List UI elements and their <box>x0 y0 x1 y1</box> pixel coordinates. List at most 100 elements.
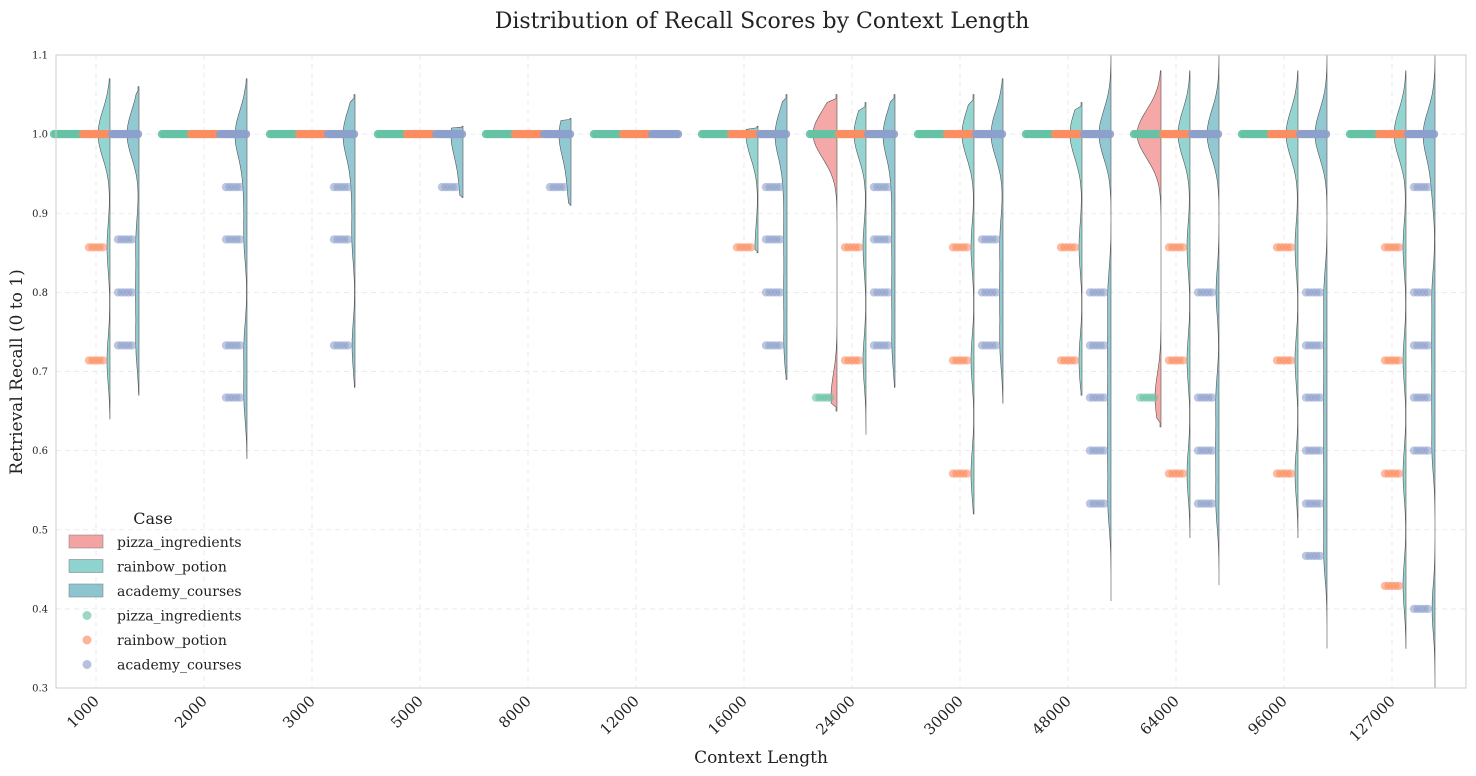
point-academy_courses <box>241 129 251 139</box>
legend-swatch-violin <box>68 583 104 598</box>
y-tick-label: 1.0 <box>32 130 48 141</box>
point-rainbow_potion <box>1070 243 1080 252</box>
point-academy_courses <box>775 341 785 350</box>
point-academy_courses <box>235 341 245 350</box>
y-tick-label: 0.3 <box>32 684 48 695</box>
legend: Case pizza_ingredientsrainbow_potionacad… <box>68 509 242 674</box>
point-academy_courses <box>235 235 245 244</box>
legend-swatch-violin <box>68 534 104 549</box>
chart-title: Distribution of Recall Scores by Context… <box>495 9 1030 34</box>
y-axis-label: Retrieval Recall (0 to 1) <box>7 269 27 474</box>
point-academy_courses <box>1207 288 1217 297</box>
point-rainbow_potion <box>962 469 972 478</box>
point-layer <box>49 129 1439 614</box>
point-academy_courses <box>673 129 683 139</box>
y-tick-label: 0.9 <box>32 209 48 220</box>
point-academy_courses <box>1315 341 1325 350</box>
point-academy_courses <box>1099 393 1109 402</box>
y-tick-label: 1.1 <box>32 51 48 62</box>
point-academy_courses <box>1315 499 1325 508</box>
point-rainbow_potion <box>1394 581 1404 591</box>
point-rainbow_potion <box>1178 356 1188 365</box>
point-academy_courses <box>997 129 1007 139</box>
point-academy_courses <box>1315 393 1325 402</box>
violin-academy_courses <box>1098 54 1112 601</box>
point-rainbow_potion <box>98 356 108 365</box>
point-rainbow_potion <box>1286 356 1296 365</box>
point-academy_courses <box>889 129 899 139</box>
point-academy_courses <box>991 341 1001 350</box>
legend-swatch-violin <box>68 559 104 573</box>
y-tick-label: 0.5 <box>32 525 48 536</box>
legend-marker-point <box>82 635 92 645</box>
point-academy_courses <box>127 341 137 350</box>
point-academy_courses <box>235 393 245 402</box>
point-academy_courses <box>883 182 893 192</box>
point-academy_courses <box>127 235 137 244</box>
point-academy_courses <box>1423 604 1433 614</box>
point-academy_courses <box>1099 446 1109 455</box>
point-academy_courses <box>1423 393 1433 402</box>
point-rainbow_potion <box>1178 243 1188 252</box>
point-rainbow_potion <box>1394 243 1404 252</box>
point-academy_courses <box>565 129 575 139</box>
legend-marker-point <box>82 660 92 669</box>
point-rainbow_potion <box>854 356 864 365</box>
violin-rainbow_potion <box>1285 70 1299 539</box>
violin-pizza_ingredients <box>1136 70 1162 428</box>
point-academy_courses <box>1315 446 1325 455</box>
point-academy_courses <box>883 288 893 297</box>
legend-label-point: academy_courses <box>117 658 242 674</box>
legend-label-violin: pizza_ingredients <box>117 535 242 551</box>
point-academy_courses <box>133 129 143 139</box>
legend-label-violin: academy_courses <box>117 584 242 600</box>
point-academy_courses <box>775 182 785 192</box>
point-academy_courses <box>1423 341 1433 350</box>
y-tick-label: 0.7 <box>32 367 48 378</box>
point-rainbow_potion <box>98 243 108 252</box>
point-academy_courses <box>1315 288 1325 297</box>
point-academy_courses <box>343 235 353 244</box>
point-pizza_ingredients <box>825 393 835 402</box>
plot-frame <box>55 54 1467 689</box>
point-academy_courses <box>451 182 461 192</box>
point-rainbow_potion <box>1286 243 1296 252</box>
violin-academy_courses <box>1206 54 1220 586</box>
point-rainbow_potion <box>1070 356 1080 365</box>
point-academy_courses <box>457 129 467 139</box>
point-rainbow_potion <box>962 243 972 252</box>
point-academy_courses <box>775 288 785 297</box>
point-pizza_ingredients <box>1149 393 1159 402</box>
legend-label-violin: rainbow_potion <box>117 560 227 576</box>
y-tick-label: 0.6 <box>32 446 48 457</box>
point-academy_courses <box>781 129 791 139</box>
point-academy_courses <box>1207 446 1217 455</box>
point-academy_courses <box>349 129 359 139</box>
point-academy_courses <box>1423 182 1433 192</box>
violin-rainbow_potion <box>1177 70 1191 539</box>
point-academy_courses <box>1315 551 1325 561</box>
point-academy_courses <box>1105 129 1115 139</box>
legend-label-point: pizza_ingredients <box>117 609 242 625</box>
point-academy_courses <box>343 341 353 350</box>
violin-pizza_ingredients <box>812 94 838 412</box>
point-academy_courses <box>559 182 569 192</box>
point-rainbow_potion <box>746 243 756 252</box>
legend-marker-point <box>82 611 92 620</box>
violin-rainbow_potion <box>745 125 759 254</box>
legend-title: Case <box>133 509 172 528</box>
point-academy_courses <box>235 182 245 192</box>
x-axis-label: Context Length <box>694 748 828 768</box>
point-academy_courses <box>343 182 353 192</box>
point-academy_courses <box>1213 129 1223 139</box>
point-academy_courses <box>1207 499 1217 508</box>
point-academy_courses <box>775 235 785 244</box>
point-academy_courses <box>1099 499 1109 508</box>
point-academy_courses <box>1429 129 1439 139</box>
point-rainbow_potion <box>962 356 972 365</box>
point-academy_courses <box>883 235 893 244</box>
legend-label-point: rainbow_potion <box>117 633 227 649</box>
point-academy_courses <box>1207 393 1217 402</box>
violin-rainbow_potion <box>1393 70 1407 649</box>
